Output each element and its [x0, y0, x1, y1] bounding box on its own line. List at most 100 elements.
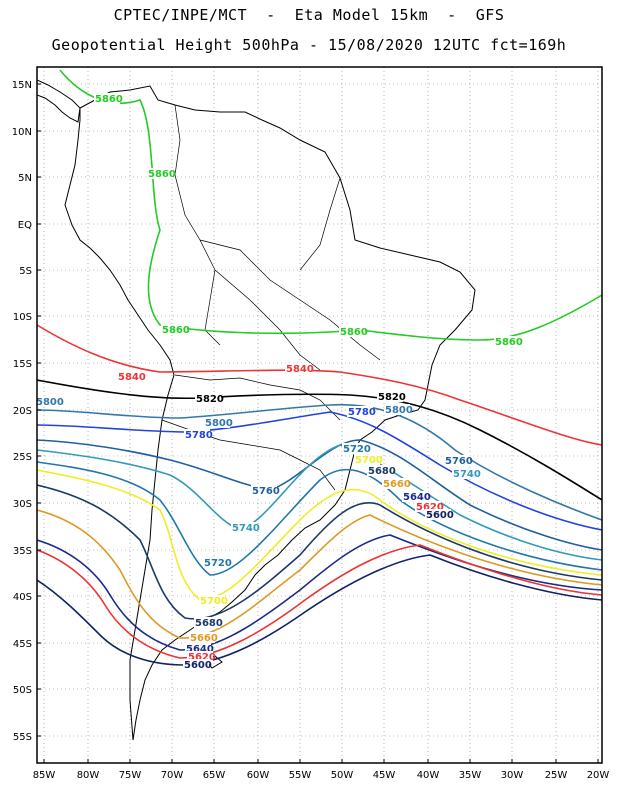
contour-label-5860: 5860: [340, 327, 368, 338]
contour-label-5860: 5860: [162, 325, 190, 336]
contour-label-5800: 5800: [385, 405, 413, 416]
contour-label-5860: 5860: [95, 94, 123, 105]
contour-label-bg: [94, 93, 120, 104]
lat-tick-label: EQ: [18, 220, 32, 231]
contour-5720: [37, 461, 602, 576]
lon-tick-label: 75W: [119, 770, 142, 781]
contour-label-5680: 5680: [368, 466, 396, 477]
contour-label-bg: [147, 168, 173, 179]
contour-5640: [37, 534, 602, 651]
lat-tick-label: 25S: [13, 452, 32, 463]
contour-lines: [37, 69, 602, 666]
contour-label-bg: [195, 393, 221, 404]
lon-tick-label: 35W: [459, 770, 482, 781]
contour-label-5780: 5780: [348, 407, 376, 418]
coastline: [37, 79, 476, 741]
contour-label-5660: 5660: [190, 633, 218, 644]
lon-tick-label: 25W: [545, 770, 568, 781]
contour-labels: 5860 5860 5860 5860 5860 5840 5840 5820 5820 5800…: [35, 93, 523, 671]
contour-label-bg: [354, 454, 380, 465]
lat-tick-label: 50S: [13, 685, 32, 696]
contour-label-bg: [384, 404, 410, 415]
contour-label-bg: [194, 617, 220, 628]
contour-label-bg: [203, 557, 229, 568]
contour-5700: [37, 469, 602, 601]
lat-tick-label: 20S: [13, 406, 32, 417]
lat-tick-label: 40S: [13, 592, 32, 603]
contour-label-5720: 5720: [204, 558, 232, 569]
lon-tick-label: 65W: [203, 770, 226, 781]
contour-label-5860: 5860: [495, 337, 523, 348]
lat-tick-label: 45S: [13, 639, 32, 650]
lat-tick-label: 55S: [13, 732, 32, 743]
contour-label-bg: [494, 336, 520, 347]
contour-label-5600: 5600: [426, 510, 454, 521]
latitude-axis: 15N 10N 5N EQ 5S 10S 15S 20S 25S 30S 35S 40S 45S 50S 5…: [12, 80, 41, 743]
lat-tick-label: 5N: [18, 173, 32, 184]
lon-tick-label: 80W: [77, 770, 100, 781]
lon-tick-label: 45W: [373, 770, 396, 781]
south-america-outline: [64, 85, 476, 741]
contour-5680: [37, 484, 602, 620]
title-line-1: CPTEC/INPE/MCT - Eta Model 15km - GFS: [113, 6, 505, 24]
central-america-outline: [37, 79, 81, 123]
lon-tick-label: 70W: [161, 770, 184, 781]
contour-label-bg: [251, 485, 277, 496]
contour-label-5760: 5760: [445, 456, 473, 467]
contour-5620: [37, 544, 602, 659]
contour-label-bg: [187, 651, 213, 662]
contour-label-5820: 5820: [196, 394, 224, 405]
country-borders: [161, 104, 381, 491]
contour-label-bg: [35, 396, 61, 407]
contour-label-5800: 5800: [205, 418, 233, 429]
lon-tick-label: 20W: [587, 770, 610, 781]
contour-label-5600: 5600: [184, 660, 212, 671]
contour-label-bg: [183, 659, 209, 670]
longitude-axis: 85W 80W 75W 70W 65W 60W 55W 50W 45W 40W 35W 30W 25W 2…: [33, 759, 610, 781]
contour-label-bg: [204, 417, 230, 428]
lat-tick-label: 10S: [13, 312, 32, 323]
contour-label-5780: 5780: [185, 430, 213, 441]
lat-tick-label: 35S: [13, 546, 32, 557]
contour-label-5840: 5840: [286, 364, 314, 375]
contour-5800: [37, 403, 602, 521]
lat-tick-label: 5S: [19, 266, 32, 277]
contour-label-5620: 5620: [188, 652, 216, 663]
contour-label-bg: [117, 371, 143, 382]
lon-tick-label: 85W: [33, 770, 56, 781]
contour-label-bg: [452, 468, 478, 479]
lon-tick-label: 55W: [289, 770, 312, 781]
contour-label-bg: [339, 326, 365, 337]
contour-5840: [37, 324, 602, 446]
contour-5600: [37, 554, 602, 666]
contour-label-bg: [185, 643, 211, 654]
contour-label-bg: [402, 491, 428, 502]
contour-label-5720: 5720: [343, 444, 371, 455]
contour-5660: [37, 509, 602, 639]
contour-label-bg: [231, 522, 257, 533]
lat-tick-label: 30S: [13, 499, 32, 510]
contour-label-bg: [377, 391, 403, 402]
contour-5740: [37, 444, 602, 561]
contour-label-5620: 5620: [416, 502, 444, 513]
contour-label-bg: [199, 595, 225, 606]
title-line-2: Geopotential Height 500hPa - 15/08/2020 …: [51, 36, 567, 54]
contour-label-bg: [189, 632, 215, 643]
contour-label-5740: 5740: [453, 469, 481, 480]
contour-label-5800: 5800: [36, 397, 64, 408]
map-frame: [36, 66, 603, 764]
contour-label-bg: [425, 509, 451, 520]
contour-label-bg: [367, 465, 393, 476]
contour-label-5700: 5700: [200, 596, 228, 607]
lat-tick-label: 15N: [12, 80, 32, 91]
contour-label-bg: [342, 443, 368, 454]
contour-label-bg: [161, 324, 187, 335]
lat-tick-label: 15S: [13, 359, 32, 370]
lon-tick-label: 60W: [247, 770, 270, 781]
contour-label-5640: 5640: [186, 644, 214, 655]
contour-label-bg: [415, 501, 441, 512]
lon-tick-label: 50W: [331, 770, 354, 781]
contour-label-5660: 5660: [383, 479, 411, 490]
contour-label-bg: [382, 478, 408, 489]
